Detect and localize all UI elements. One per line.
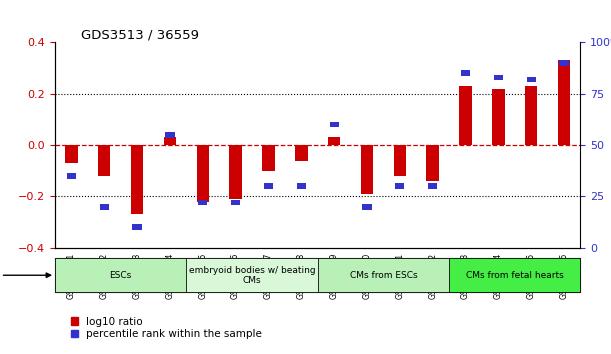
- Bar: [164, 137, 176, 145]
- Bar: [459, 86, 472, 145]
- Bar: [295, 145, 307, 161]
- Bar: [186, 258, 318, 292]
- Bar: [131, 145, 144, 215]
- Bar: [426, 145, 439, 181]
- Text: GDS3513 / 36559: GDS3513 / 36559: [81, 28, 199, 41]
- Bar: [360, 145, 373, 194]
- Text: embryoid bodies w/ beating
CMs: embryoid bodies w/ beating CMs: [189, 266, 315, 285]
- Text: CMs from ESCs: CMs from ESCs: [349, 271, 417, 280]
- Bar: [55, 258, 186, 292]
- Bar: [494, 75, 503, 80]
- Legend: log10 ratio, percentile rank within the sample: log10 ratio, percentile rank within the …: [71, 317, 262, 339]
- Text: cell type: cell type: [0, 270, 51, 280]
- Bar: [492, 89, 505, 145]
- Bar: [428, 183, 437, 189]
- Bar: [133, 224, 142, 230]
- Text: CMs from fetal hearts: CMs from fetal hearts: [466, 271, 563, 280]
- Bar: [329, 122, 338, 127]
- Bar: [198, 200, 207, 205]
- Bar: [262, 145, 275, 171]
- Bar: [100, 204, 109, 210]
- Bar: [231, 200, 240, 205]
- Bar: [98, 145, 111, 176]
- Bar: [229, 145, 242, 199]
- Text: ESCs: ESCs: [109, 271, 132, 280]
- Bar: [65, 145, 78, 163]
- Bar: [166, 132, 175, 138]
- Bar: [197, 145, 209, 201]
- Bar: [393, 145, 406, 176]
- Bar: [558, 61, 570, 145]
- Bar: [560, 60, 569, 66]
- Bar: [527, 76, 536, 82]
- Bar: [318, 258, 449, 292]
- Bar: [297, 183, 306, 189]
- Bar: [328, 137, 340, 145]
- Bar: [362, 204, 371, 210]
- Bar: [525, 86, 538, 145]
- Bar: [461, 70, 470, 76]
- Bar: [395, 183, 404, 189]
- Bar: [67, 173, 76, 179]
- Bar: [264, 183, 273, 189]
- Bar: [449, 258, 580, 292]
